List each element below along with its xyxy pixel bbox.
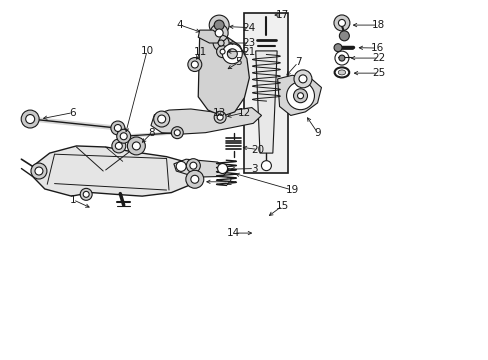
Polygon shape xyxy=(198,30,221,43)
Text: 24: 24 xyxy=(242,23,256,33)
Circle shape xyxy=(293,70,311,88)
Circle shape xyxy=(185,170,203,188)
Circle shape xyxy=(215,29,223,37)
Circle shape xyxy=(286,82,314,110)
Circle shape xyxy=(153,111,169,127)
Polygon shape xyxy=(198,32,249,116)
Text: 15: 15 xyxy=(275,201,288,211)
Text: 13: 13 xyxy=(212,108,225,118)
Text: 5: 5 xyxy=(235,57,242,67)
Circle shape xyxy=(117,129,130,143)
Circle shape xyxy=(190,175,199,183)
Polygon shape xyxy=(174,159,228,177)
Text: 22: 22 xyxy=(371,53,384,63)
Circle shape xyxy=(132,142,140,150)
Circle shape xyxy=(26,114,35,123)
Circle shape xyxy=(127,137,145,155)
Text: 18: 18 xyxy=(371,20,384,30)
Circle shape xyxy=(338,55,344,61)
Text: 2: 2 xyxy=(225,177,232,187)
Text: 19: 19 xyxy=(285,185,298,195)
Circle shape xyxy=(227,49,237,59)
Circle shape xyxy=(83,192,89,197)
Circle shape xyxy=(21,110,39,128)
Circle shape xyxy=(112,139,125,153)
Text: 1: 1 xyxy=(70,195,76,205)
Text: 3: 3 xyxy=(250,163,257,174)
Circle shape xyxy=(298,75,306,83)
Polygon shape xyxy=(255,51,277,153)
Circle shape xyxy=(217,163,227,174)
Circle shape xyxy=(220,49,224,54)
Text: 21: 21 xyxy=(242,46,256,57)
Circle shape xyxy=(80,188,92,200)
Text: 10: 10 xyxy=(140,46,153,56)
Circle shape xyxy=(214,20,224,30)
Text: 14: 14 xyxy=(227,228,240,238)
Circle shape xyxy=(333,44,341,51)
Circle shape xyxy=(186,159,200,173)
Circle shape xyxy=(176,161,186,171)
Circle shape xyxy=(120,133,127,140)
Circle shape xyxy=(191,61,198,68)
Text: 7: 7 xyxy=(294,57,301,67)
Circle shape xyxy=(187,58,202,72)
Circle shape xyxy=(261,161,271,171)
Text: 11: 11 xyxy=(194,46,207,57)
Polygon shape xyxy=(277,75,321,116)
Circle shape xyxy=(174,130,180,136)
Circle shape xyxy=(214,111,225,123)
Polygon shape xyxy=(33,146,195,196)
Circle shape xyxy=(111,121,124,135)
Circle shape xyxy=(297,93,303,99)
Circle shape xyxy=(209,15,229,35)
Circle shape xyxy=(339,31,348,41)
Text: 20: 20 xyxy=(251,144,264,154)
Circle shape xyxy=(210,24,228,42)
Circle shape xyxy=(35,167,43,175)
Bar xyxy=(244,13,288,173)
Polygon shape xyxy=(151,108,261,134)
Circle shape xyxy=(222,44,242,64)
Circle shape xyxy=(218,40,224,46)
Circle shape xyxy=(217,114,223,120)
Circle shape xyxy=(189,162,197,169)
Text: 6: 6 xyxy=(70,108,76,118)
Circle shape xyxy=(338,19,345,26)
Circle shape xyxy=(158,115,165,123)
Text: 8: 8 xyxy=(148,128,155,138)
Text: 23: 23 xyxy=(242,38,256,48)
Circle shape xyxy=(114,125,121,131)
Text: 12: 12 xyxy=(237,108,251,118)
Circle shape xyxy=(31,163,47,179)
Circle shape xyxy=(216,46,228,58)
Text: 25: 25 xyxy=(371,68,384,78)
Circle shape xyxy=(115,143,122,149)
Circle shape xyxy=(171,127,183,139)
Text: 17: 17 xyxy=(275,10,288,20)
Circle shape xyxy=(333,15,349,31)
Ellipse shape xyxy=(338,70,345,75)
Text: 9: 9 xyxy=(314,128,320,138)
Text: 4: 4 xyxy=(177,20,183,30)
Text: 16: 16 xyxy=(369,43,383,53)
Circle shape xyxy=(293,89,307,103)
